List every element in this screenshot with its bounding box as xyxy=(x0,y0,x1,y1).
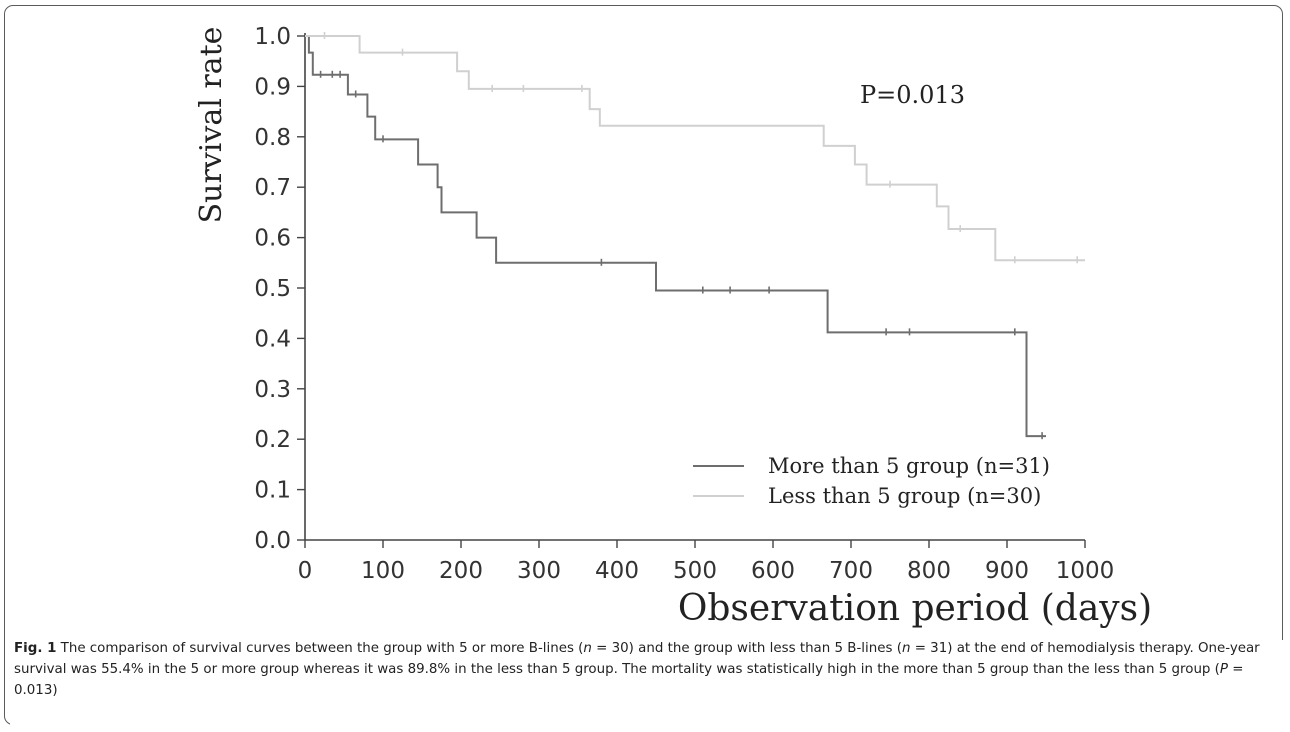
y-ticks: 0.0 0.1 0.2 0.3 0.4 0.5 0.6 0.7 0.8 0.9 1.0 xyxy=(254,24,305,554)
x-tick-label: 400 xyxy=(595,558,639,584)
x-ticks: 0 100 200 300 400 500 600 700 800 900 1000 xyxy=(298,540,1115,584)
legend-label-more: More than 5 group (n=31) xyxy=(768,454,1050,478)
y-tick-label: 0.7 xyxy=(254,175,291,201)
y-tick-label: 0.1 xyxy=(254,478,291,504)
x-tick-label: 300 xyxy=(517,558,561,584)
frame-gap-right xyxy=(1270,640,1290,732)
series-line-0 xyxy=(305,35,1046,438)
series-line-1 xyxy=(305,35,1085,262)
x-tick-label: 900 xyxy=(985,558,1029,584)
caption-text-4: = 0.013) xyxy=(14,662,1244,698)
x-tick-label: 800 xyxy=(907,558,951,584)
x-tick-label: 700 xyxy=(829,558,873,584)
figure-caption: Fig. 1 The comparison of survival curves… xyxy=(14,638,1276,701)
y-tick-label: 0.9 xyxy=(254,74,291,100)
caption-n-1: n xyxy=(583,641,592,656)
legend: More than 5 group (n=31) Less than 5 gro… xyxy=(693,454,1050,508)
y-tick-label: 0.4 xyxy=(254,326,291,352)
y-tick-label: 0.2 xyxy=(254,427,291,453)
x-axis-title: Observation period (days) xyxy=(678,588,1152,629)
frame-gap xyxy=(10,700,1290,732)
survival-chart: 0.0 0.1 0.2 0.3 0.4 0.5 0.6 0.7 0.8 0.9 1.0 0 100 20… xyxy=(194,24,1152,629)
series-layer xyxy=(305,32,1085,440)
y-tick-label: 1.0 xyxy=(254,24,291,50)
x-tick-label: 100 xyxy=(361,558,405,584)
x-tick-label: 200 xyxy=(439,558,483,584)
caption-p: P xyxy=(1219,662,1228,677)
figure-label: Fig. 1 xyxy=(14,641,57,656)
y-tick-label: 0.5 xyxy=(254,276,291,302)
p-value-annotation: P=0.013 xyxy=(860,81,965,109)
x-tick-label: 0 xyxy=(298,558,313,584)
caption-text-1: The comparison of survival curves betwee… xyxy=(56,641,584,656)
y-tick-label: 0.6 xyxy=(254,226,291,252)
legend-label-less: Less than 5 group (n=30) xyxy=(768,484,1041,508)
caption-n-2: n xyxy=(901,641,911,656)
y-axis-title: Survival rate xyxy=(194,27,229,224)
plot-area: 0.0 0.1 0.2 0.3 0.4 0.5 0.6 0.7 0.8 0.9 1.0 0 100 20… xyxy=(254,24,1114,584)
caption-text-2: = 30) and the group with less than 5 B-l… xyxy=(591,641,902,656)
x-tick-label: 1000 xyxy=(1056,558,1115,584)
x-tick-label: 600 xyxy=(751,558,795,584)
y-tick-label: 0.3 xyxy=(254,377,291,403)
x-tick-label: 500 xyxy=(673,558,717,584)
y-tick-label: 0.8 xyxy=(254,125,291,151)
caption-text-3: = 31) at the end of hemodialysis therapy… xyxy=(14,641,1260,677)
y-tick-label: 0.0 xyxy=(254,528,291,554)
